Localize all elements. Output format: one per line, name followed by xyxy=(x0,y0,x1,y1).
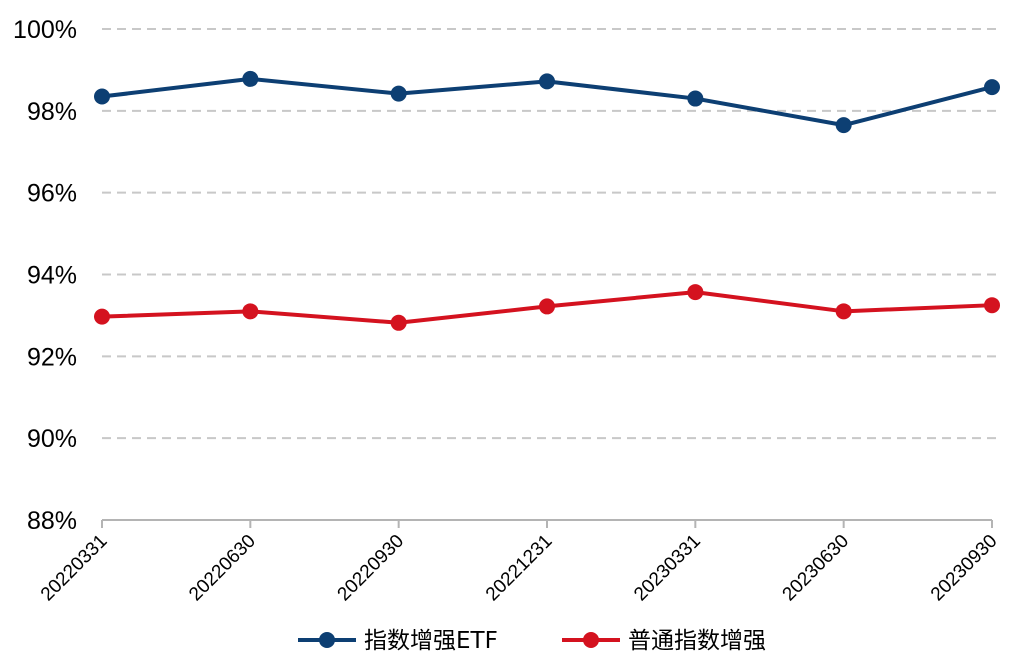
legend-item: 普通指数增强 xyxy=(562,628,766,654)
data-point xyxy=(94,308,110,325)
data-point xyxy=(984,79,1000,96)
data-point xyxy=(242,303,259,320)
y-axis-ticks: 88% 90% 92% 94% 96% 98% 100% xyxy=(13,16,77,535)
data-point xyxy=(687,284,704,301)
x-tick-label: 20230930 xyxy=(927,531,1002,606)
legend-swatch-marker xyxy=(319,632,335,648)
legend-label: 普通指数增强 xyxy=(628,628,766,654)
legend: 指数增强ETF 普通指数增强 xyxy=(298,628,766,654)
x-tick-label: 20220930 xyxy=(334,531,409,606)
data-point xyxy=(94,88,110,105)
series-group xyxy=(94,70,1000,331)
y-tick-label: 92% xyxy=(27,343,77,371)
x-axis-ticks: 20220331 20220630 20220930 20221231 20230331… xyxy=(37,531,1002,606)
series-2 xyxy=(94,284,1000,331)
y-tick-label: 96% xyxy=(27,180,77,208)
data-point xyxy=(687,90,704,107)
gridlines xyxy=(102,28,1002,440)
data-point xyxy=(242,70,259,87)
legend-swatch-marker xyxy=(583,632,599,648)
x-axis xyxy=(101,519,993,528)
data-point xyxy=(390,314,407,331)
data-point xyxy=(835,303,852,320)
y-tick-label: 94% xyxy=(27,262,77,290)
x-tick-label: 20230331 xyxy=(630,531,705,606)
series-1 xyxy=(94,70,1000,134)
data-point xyxy=(539,73,555,90)
x-tick-label: 20230630 xyxy=(779,531,854,606)
y-tick-label: 88% xyxy=(27,507,77,535)
y-tick-label: 100% xyxy=(13,16,77,44)
data-point xyxy=(835,117,852,134)
legend-item: 指数增强ETF xyxy=(298,628,498,654)
x-tick-label: 20221231 xyxy=(482,531,557,606)
y-tick-label: 98% xyxy=(27,98,77,126)
x-tick-label: 20220331 xyxy=(37,531,112,606)
data-point xyxy=(539,298,555,315)
y-tick-label: 90% xyxy=(27,425,77,453)
data-point xyxy=(390,85,407,102)
x-tick-label: 20220630 xyxy=(185,531,260,606)
data-point xyxy=(984,297,1000,314)
legend-label: 指数增强ETF xyxy=(364,628,498,654)
